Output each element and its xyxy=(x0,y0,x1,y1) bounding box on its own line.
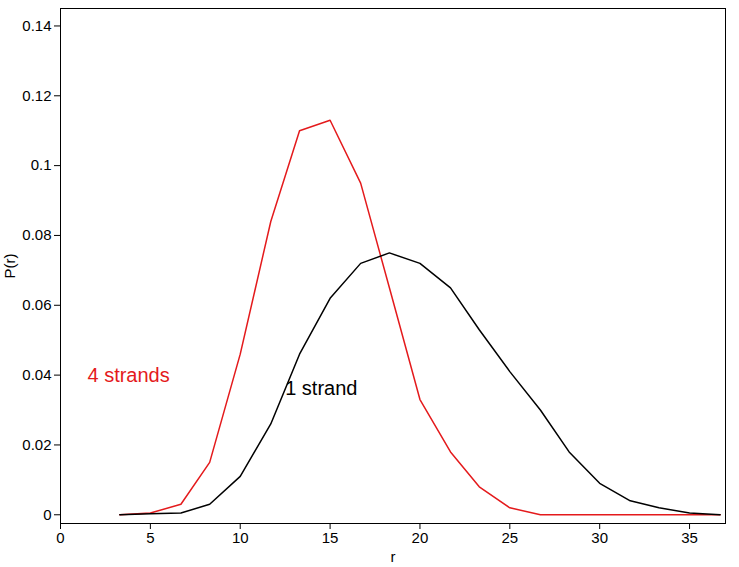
svg-text:10: 10 xyxy=(232,529,249,546)
svg-text:4 strands: 4 strands xyxy=(87,364,169,386)
svg-text:0.14: 0.14 xyxy=(22,17,51,34)
svg-text:0.08: 0.08 xyxy=(22,226,51,243)
svg-text:0.02: 0.02 xyxy=(22,436,51,453)
svg-text:r: r xyxy=(391,548,396,565)
svg-text:0: 0 xyxy=(56,529,64,546)
svg-text:1 strand: 1 strand xyxy=(285,377,357,399)
svg-text:20: 20 xyxy=(412,529,429,546)
svg-text:P(r): P(r) xyxy=(1,254,18,279)
svg-text:0: 0 xyxy=(43,506,51,523)
svg-text:0.04: 0.04 xyxy=(22,366,51,383)
svg-text:0.12: 0.12 xyxy=(22,87,51,104)
svg-text:0.06: 0.06 xyxy=(22,296,51,313)
svg-text:5: 5 xyxy=(146,529,154,546)
svg-text:0.1: 0.1 xyxy=(31,156,52,173)
svg-text:15: 15 xyxy=(322,529,339,546)
svg-text:35: 35 xyxy=(681,529,698,546)
svg-text:25: 25 xyxy=(501,529,518,546)
svg-text:30: 30 xyxy=(591,529,608,546)
